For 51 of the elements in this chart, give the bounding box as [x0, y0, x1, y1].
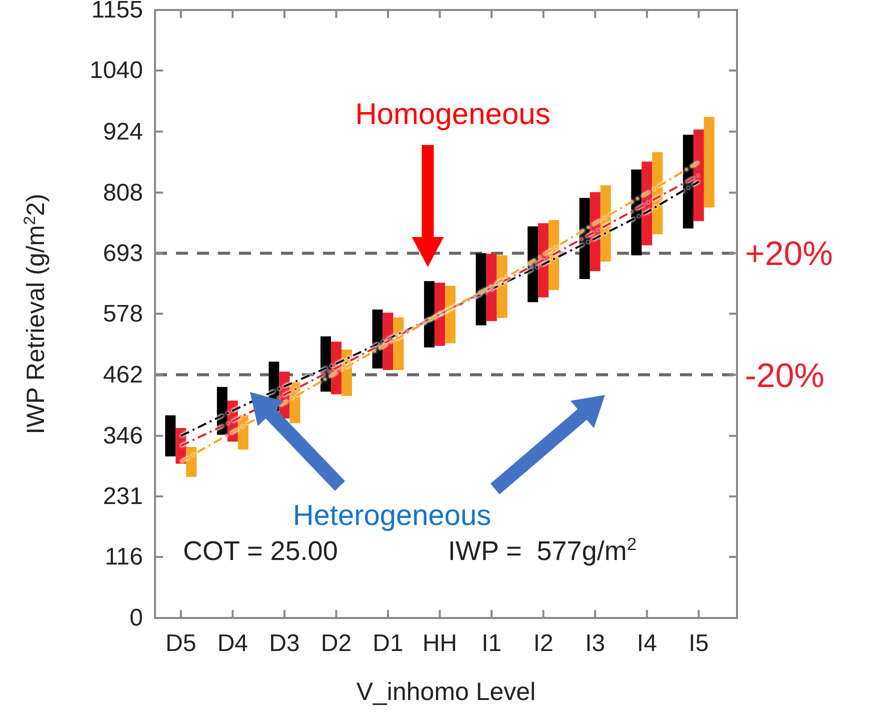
bar: [704, 116, 714, 208]
x-tick-label: I1: [482, 630, 502, 658]
y-tick-label: 116: [104, 544, 143, 571]
annotation: Heterogeneous: [292, 500, 492, 532]
bar: [372, 310, 383, 368]
x-tick-label: I5: [688, 630, 709, 658]
bar: [579, 198, 590, 279]
x-tick-label: I2: [533, 630, 554, 658]
bar: [393, 317, 404, 370]
bar: [165, 415, 176, 456]
annotation: Homogeneous: [355, 98, 550, 131]
x-tick-label: D5: [166, 630, 196, 658]
bar: [476, 253, 486, 326]
x-tick-label: I3: [585, 630, 606, 658]
y-tick-label: 346: [102, 422, 143, 450]
x-axis-title: V_inhomo Level: [356, 678, 536, 706]
bar: [486, 254, 497, 322]
bar: [528, 226, 538, 302]
y-tick-label: 578: [102, 300, 143, 328]
x-tick-label: D1: [372, 630, 404, 658]
x-tick-label: D4: [217, 630, 248, 658]
text: +20%: [745, 235, 833, 274]
y-tick-label: 1155: [91, 0, 143, 24]
y-tick-label: 231: [102, 483, 143, 510]
bar: [330, 342, 342, 394]
bar: [290, 382, 300, 424]
bar: [320, 336, 331, 392]
annotation: COT = 25.00: [183, 536, 338, 566]
y-tick-label: 693: [102, 240, 143, 267]
bar: [238, 415, 248, 450]
x-tick-label: I4: [636, 630, 657, 658]
x-tick-label: D3: [269, 630, 300, 658]
bar: [424, 281, 435, 348]
bar: [590, 192, 600, 272]
x-tick-label: HH: [422, 630, 458, 658]
y-tick-label: 0: [130, 604, 143, 632]
text: -20%: [745, 356, 824, 395]
bar: [382, 312, 394, 370]
bar: [496, 255, 508, 318]
bar: [434, 282, 446, 346]
bar: [341, 350, 352, 396]
y-tick-label: 808: [102, 179, 143, 206]
bar: [538, 223, 549, 298]
bar: [548, 220, 560, 290]
bar: [600, 185, 611, 262]
bar: [445, 286, 456, 344]
annotation: IWP = 577g/m$^{2}$: [448, 534, 637, 566]
x-tick-label: D2: [320, 630, 352, 658]
y-tick-label: 924: [102, 118, 143, 146]
y-tick-label: 1040: [90, 57, 143, 84]
y-tick-label: 462: [102, 361, 143, 388]
